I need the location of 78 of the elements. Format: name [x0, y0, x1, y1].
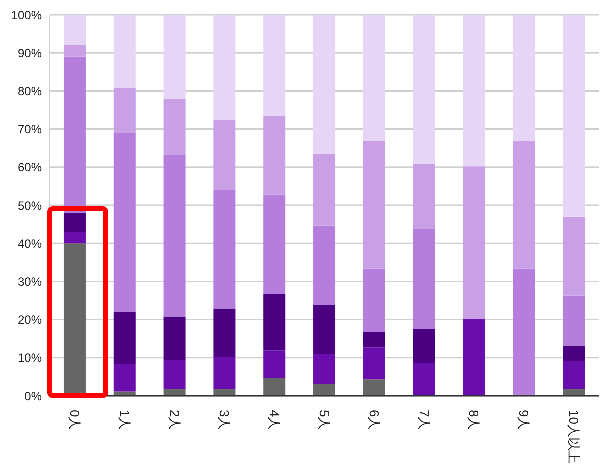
y-tick-label: 60% [18, 160, 42, 175]
bar [64, 232, 86, 244]
bar [513, 268, 536, 396]
y-tick-label: 40% [18, 236, 42, 251]
bar [463, 15, 486, 167]
bar [563, 390, 586, 396]
bar [264, 194, 286, 294]
x-tick-label: 2人 [167, 410, 182, 430]
bar [314, 305, 336, 354]
bar [214, 358, 236, 390]
bar [314, 226, 336, 306]
bar [214, 308, 236, 358]
x-tick-label: 1人 [117, 410, 132, 430]
x-tick-label: 4人 [267, 410, 282, 430]
x-tick-label: 9人 [516, 410, 532, 430]
bar [64, 213, 86, 232]
bar [413, 363, 436, 396]
y-tick-label: 0% [24, 389, 42, 404]
y-tick-label: 10% [18, 351, 42, 366]
bar [214, 390, 236, 396]
bar [264, 15, 286, 116]
bar [363, 15, 386, 142]
bar [114, 364, 136, 392]
y-tick-label: 100% [11, 8, 42, 22]
bar [363, 348, 386, 380]
bar [164, 316, 186, 360]
bar [64, 15, 86, 46]
bar [563, 296, 586, 346]
bar [363, 380, 386, 396]
bar [114, 133, 136, 313]
bar [264, 116, 286, 195]
y-tick-label: 70% [18, 122, 42, 137]
bar [363, 141, 386, 269]
bar [513, 141, 536, 269]
x-tick-label: 8人 [466, 410, 482, 430]
bar [114, 88, 136, 134]
bar [264, 378, 286, 396]
bar [214, 15, 236, 120]
bar [314, 154, 336, 226]
bar [413, 164, 436, 230]
x-tick-label: 6人 [366, 410, 382, 430]
bar [164, 15, 186, 100]
bar [114, 312, 136, 364]
bar [314, 354, 336, 384]
bar [214, 190, 236, 309]
x-tick-label: 3人 [217, 410, 232, 430]
bar [164, 360, 186, 390]
bar [563, 15, 586, 217]
bar [114, 15, 136, 88]
bar [164, 390, 186, 396]
bar [314, 384, 336, 396]
x-tick-label: 10人以上 [566, 410, 582, 464]
x-tick-label: 5人 [317, 410, 332, 430]
bar [563, 361, 586, 390]
bar [413, 15, 436, 164]
bar [363, 332, 386, 348]
y-tick-label: 30% [18, 274, 42, 289]
bar [264, 350, 286, 378]
bar [513, 15, 536, 142]
y-tick-label: 90% [18, 46, 42, 60]
bar [214, 120, 236, 190]
bar [314, 15, 336, 154]
bar [64, 45, 86, 57]
bar [463, 166, 486, 320]
bar [413, 230, 436, 330]
bar [164, 155, 186, 317]
bar [264, 294, 286, 351]
x-tick-label: 7人 [416, 410, 432, 430]
bar [563, 346, 586, 362]
bar [363, 268, 386, 332]
y-tick-label: 50% [18, 198, 42, 213]
y-tick-label: 80% [18, 84, 42, 98]
bar [463, 319, 486, 396]
bar [164, 99, 186, 156]
y-tick-label: 20% [18, 313, 42, 328]
bar [413, 329, 436, 364]
x-tick-label: 0人 [67, 410, 82, 430]
bar [563, 216, 586, 296]
